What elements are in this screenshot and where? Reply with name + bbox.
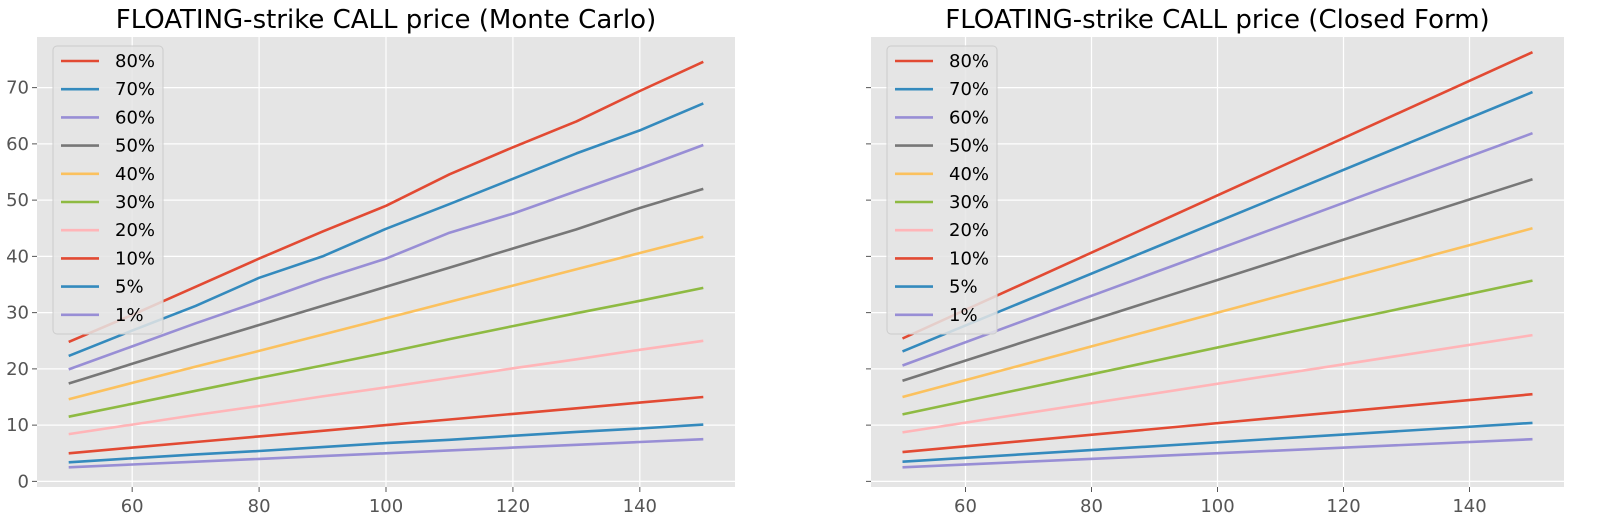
x-tick-label: 140 xyxy=(1452,496,1486,517)
series-lines xyxy=(68,60,704,469)
legend-label: 60% xyxy=(115,107,155,128)
x-tick-label: 80 xyxy=(248,496,271,517)
legend-label: 80% xyxy=(949,51,989,72)
legend-label: 30% xyxy=(115,192,155,213)
y-tick-label: 0 xyxy=(18,471,29,492)
x-tick-label: 60 xyxy=(954,496,977,517)
chart-monte-carlo: 60 80 100 120 140 0 10 20 30 40 50 60 70 FLOATING-st… xyxy=(6,5,735,517)
chart-closed-form: 60 80 100 120 140 FLOATING-strike CALL price… xyxy=(866,5,1564,517)
chart-title: FLOATING-strike CALL price (Monte Carlo) xyxy=(116,5,656,35)
legend-label: 70% xyxy=(115,79,155,100)
chart-title: FLOATING-strike CALL price (Closed Form) xyxy=(945,5,1489,35)
series-line-70pct xyxy=(68,102,704,358)
legend-label: 1% xyxy=(949,305,978,326)
legend-label: 60% xyxy=(949,107,989,128)
legend: 80% 70% 60% 50% 40% 30% 20% 10% 5% 1% xyxy=(52,45,164,335)
series-line-20pct xyxy=(902,333,1533,434)
series-line-60pct xyxy=(902,131,1533,367)
legend-label: 20% xyxy=(949,220,989,241)
x-tick-label: 120 xyxy=(1326,496,1360,517)
series-line-10pct xyxy=(68,395,704,455)
legend-label: 50% xyxy=(949,136,989,157)
series-line-5pct xyxy=(902,421,1533,463)
y-tick-label: 60 xyxy=(6,134,29,155)
legend: 80% 70% 60% 50% 40% 30% 20% 10% 5% 1% xyxy=(886,45,998,335)
legend-label: 40% xyxy=(115,164,155,185)
series-line-30pct xyxy=(902,279,1533,416)
legend-label: 10% xyxy=(949,248,989,269)
series-line-1pct xyxy=(902,437,1533,469)
series-line-10pct xyxy=(902,392,1533,454)
legend-label: 30% xyxy=(949,192,989,213)
ticks: 60 80 100 120 140 xyxy=(866,87,1487,517)
series-line-80pct xyxy=(901,51,1534,340)
legend-label: 40% xyxy=(949,164,989,185)
series-line-30pct xyxy=(68,286,704,418)
y-tick-label: 20 xyxy=(6,359,29,380)
series-line-40pct xyxy=(902,227,1533,399)
x-tick-label: 140 xyxy=(623,496,657,517)
series-line-50pct xyxy=(68,187,704,385)
x-tick-label: 100 xyxy=(369,496,403,517)
y-tick-label: 50 xyxy=(6,190,29,211)
series-line-50pct xyxy=(902,178,1533,382)
legend-label: 1% xyxy=(115,305,144,326)
y-tick-label: 40 xyxy=(6,246,29,267)
y-tick-label: 10 xyxy=(6,415,29,436)
series-lines xyxy=(901,51,1534,469)
x-tick-label: 120 xyxy=(496,496,530,517)
series-line-40pct xyxy=(68,235,704,401)
legend-label: 10% xyxy=(115,248,155,269)
x-tick-label: 100 xyxy=(1200,496,1234,517)
series-line-5pct xyxy=(68,423,704,464)
legend-label: 5% xyxy=(949,277,978,298)
x-tick-label: 60 xyxy=(121,496,144,517)
series-line-80pct xyxy=(68,60,704,344)
y-tick-label: 70 xyxy=(6,78,29,99)
y-tick-label: 30 xyxy=(6,303,29,324)
series-line-70pct xyxy=(902,90,1533,353)
ticks: 60 80 100 120 140 0 10 20 30 40 50 60 70 xyxy=(6,78,657,517)
series-line-60pct xyxy=(68,143,704,371)
series-line-1pct xyxy=(68,437,704,469)
legend-label: 50% xyxy=(115,136,155,157)
legend-label: 70% xyxy=(949,79,989,100)
legend-label: 5% xyxy=(115,277,144,298)
series-line-20pct xyxy=(68,339,704,436)
legend-label: 80% xyxy=(115,51,155,72)
legend-label: 20% xyxy=(115,220,155,241)
x-tick-label: 80 xyxy=(1080,496,1103,517)
